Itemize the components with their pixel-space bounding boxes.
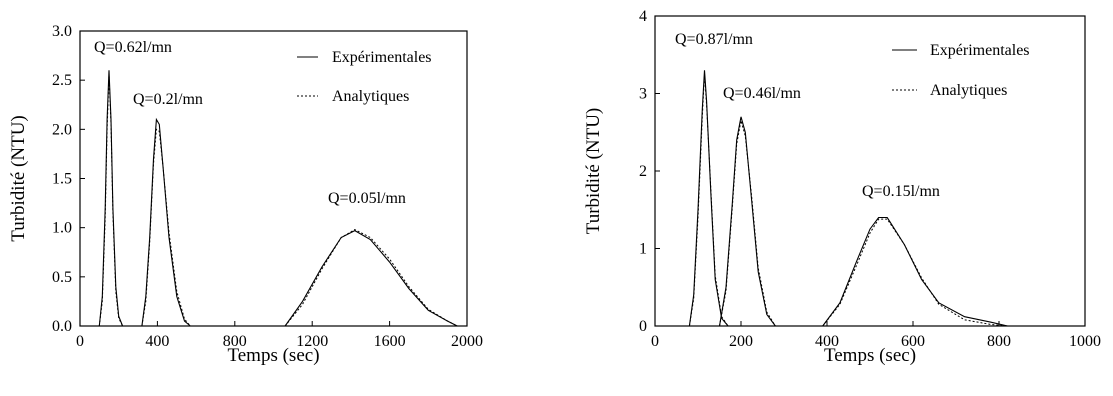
legend-label-experimental: Expérimentales: [930, 42, 1030, 59]
y-tick-label: 1.0: [52, 220, 72, 237]
y-tick-label: 0.0: [52, 318, 72, 335]
x-tick-label: 2000: [451, 333, 483, 350]
plot-frame: [654, 15, 1086, 327]
y-tick-label: 2.5: [52, 72, 72, 89]
plot-frame: [79, 30, 468, 327]
legend-label-analytical: Analytiques: [930, 82, 1007, 99]
analytical-curve-2: [141, 128, 191, 327]
y-tick-label: 2.0: [52, 121, 72, 138]
x-tick-label: 800: [223, 333, 247, 350]
y-tick-label: 1: [639, 241, 647, 258]
legend: Expérimentales Analytiques: [892, 42, 1030, 99]
peak-annotation: Q=0.87l/mn: [675, 31, 753, 48]
peak-annotation: Q=0.46l/mn: [723, 85, 801, 102]
experimental-curve-1: [98, 70, 124, 327]
analytical-curve-1: [688, 74, 729, 327]
y-axis-title: Turbidité (NTU): [583, 108, 604, 235]
x-tick-label: 800: [987, 333, 1011, 350]
x-tick-label: 1600: [374, 333, 406, 350]
experimental-curve-1: [688, 70, 729, 327]
x-axis-title: Temps (sec): [227, 345, 319, 366]
y-axis-title: Turbidité (NTU): [8, 115, 29, 242]
x-tick-label: 0: [76, 333, 84, 350]
peak-annotation: Q=0.15l/mn: [862, 183, 940, 200]
legend-label-analytical: Analytiques: [332, 88, 409, 105]
x-tick-label: 200: [729, 333, 753, 350]
x-tick-label: 1200: [296, 333, 328, 350]
x-axis-title: Temps (sec): [824, 345, 916, 366]
peak-annotation: Q=0.2l/mn: [133, 91, 203, 108]
analytical-curve-2: [719, 120, 776, 327]
x-tick-label: 0: [651, 333, 659, 350]
chart-2: 0 200 400 600 800 1000 0 1 2 3 4 Temps (sec) Turbidi…: [583, 8, 1101, 366]
y-tick-label: 3.0: [52, 23, 72, 40]
x-tick-label: 400: [815, 333, 839, 350]
x-tick-label: 400: [145, 333, 169, 350]
y-tick-label: 2: [639, 163, 647, 180]
x-tick-label: 600: [901, 333, 925, 350]
legend-label-experimental: Expérimentales: [332, 49, 432, 66]
legend: Expérimentales Analytiques: [297, 49, 432, 105]
experimental-curve-2: [718, 116, 776, 327]
experimental-curve-3: [284, 229, 458, 327]
y-tick-label: 0.5: [52, 269, 72, 286]
y-tick-label: 0: [639, 318, 647, 335]
peak-annotation: Q=0.62l/mn: [94, 39, 172, 56]
chart-1: 0 400 800 1200 1600 2000 0.0 0.5 1.0 1.5 2.0 2.5 3.0…: [8, 23, 483, 366]
analytical-curve-3: [822, 218, 1008, 327]
peak-annotation: Q=0.05l/mn: [328, 190, 406, 207]
y-tick-label: 1.5: [52, 171, 72, 188]
x-tick-label: 1000: [1069, 333, 1101, 350]
y-tick-label: 4: [639, 8, 647, 25]
experimental-curve-3: [822, 216, 1008, 327]
experimental-curve-2: [141, 117, 191, 327]
y-tick-label: 3: [639, 86, 647, 103]
